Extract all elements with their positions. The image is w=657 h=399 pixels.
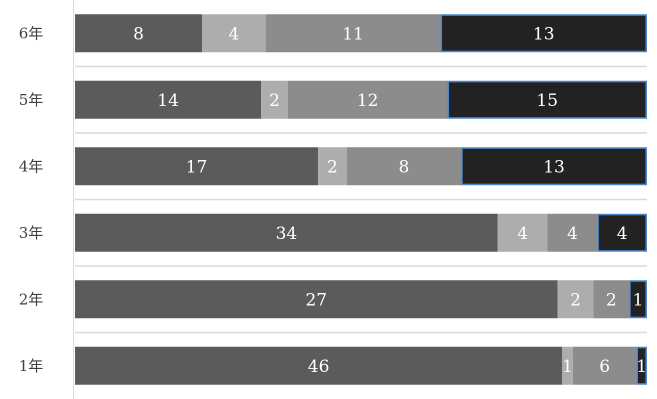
category-label: 3年 <box>19 224 44 242</box>
data-label: 1 <box>562 357 573 377</box>
data-label: 6 <box>599 357 610 377</box>
data-label: 1 <box>633 290 644 310</box>
data-label: 4 <box>617 224 628 244</box>
bar-segment <box>593 280 630 319</box>
bar-segment <box>318 147 347 186</box>
data-label: 4 <box>567 224 578 244</box>
bar-segment <box>287 80 448 119</box>
category-label: 4年 <box>19 157 44 175</box>
bar-segment <box>75 346 563 385</box>
data-label: 17 <box>186 157 208 177</box>
bar-segment <box>75 213 498 252</box>
category-label: 5年 <box>19 91 44 109</box>
data-label: 13 <box>533 24 555 44</box>
data-label: 15 <box>536 91 558 111</box>
bar-segment <box>447 80 647 119</box>
data-label: 8 <box>398 157 409 177</box>
data-label: 4 <box>517 224 528 244</box>
data-label: 11 <box>342 24 364 44</box>
data-label: 1 <box>636 357 647 377</box>
bar-segment <box>497 213 548 252</box>
bar-segment <box>75 80 262 119</box>
category-label: 1年 <box>19 357 44 375</box>
category-label: 2年 <box>19 290 44 308</box>
data-label: 2 <box>606 290 617 310</box>
bar-segment <box>562 346 573 385</box>
bar-segment <box>597 213 647 252</box>
bar-segment <box>202 14 266 53</box>
bar-segment <box>265 14 441 53</box>
data-label: 4 <box>228 24 239 44</box>
bar-segment <box>75 280 558 319</box>
data-label: 8 <box>133 24 144 44</box>
data-label: 46 <box>308 357 330 377</box>
bar-segment <box>629 280 647 319</box>
data-label: 14 <box>157 91 179 111</box>
bar-segment <box>547 213 598 252</box>
bar-segment <box>636 346 647 385</box>
bar-segment <box>461 147 647 186</box>
data-label: 12 <box>357 91 379 111</box>
bar-segment <box>557 280 594 319</box>
category-labels: 6年 5年 4年 3年 2年 1年 <box>19 24 44 375</box>
data-label: 2 <box>269 91 280 111</box>
bar-segment <box>346 147 462 186</box>
data-label: 27 <box>305 290 327 310</box>
bar-segment <box>75 147 319 186</box>
bar-segment <box>572 346 637 385</box>
data-label: 13 <box>543 157 565 177</box>
bar-segment <box>440 14 647 53</box>
bar-segment <box>75 14 203 53</box>
category-label: 6年 <box>19 24 44 42</box>
gridlines <box>75 65 647 334</box>
data-label: 34 <box>276 224 298 244</box>
bar-segments <box>75 14 647 385</box>
bar-segment <box>261 80 288 119</box>
data-label: 2 <box>327 157 338 177</box>
data-label: 2 <box>570 290 581 310</box>
